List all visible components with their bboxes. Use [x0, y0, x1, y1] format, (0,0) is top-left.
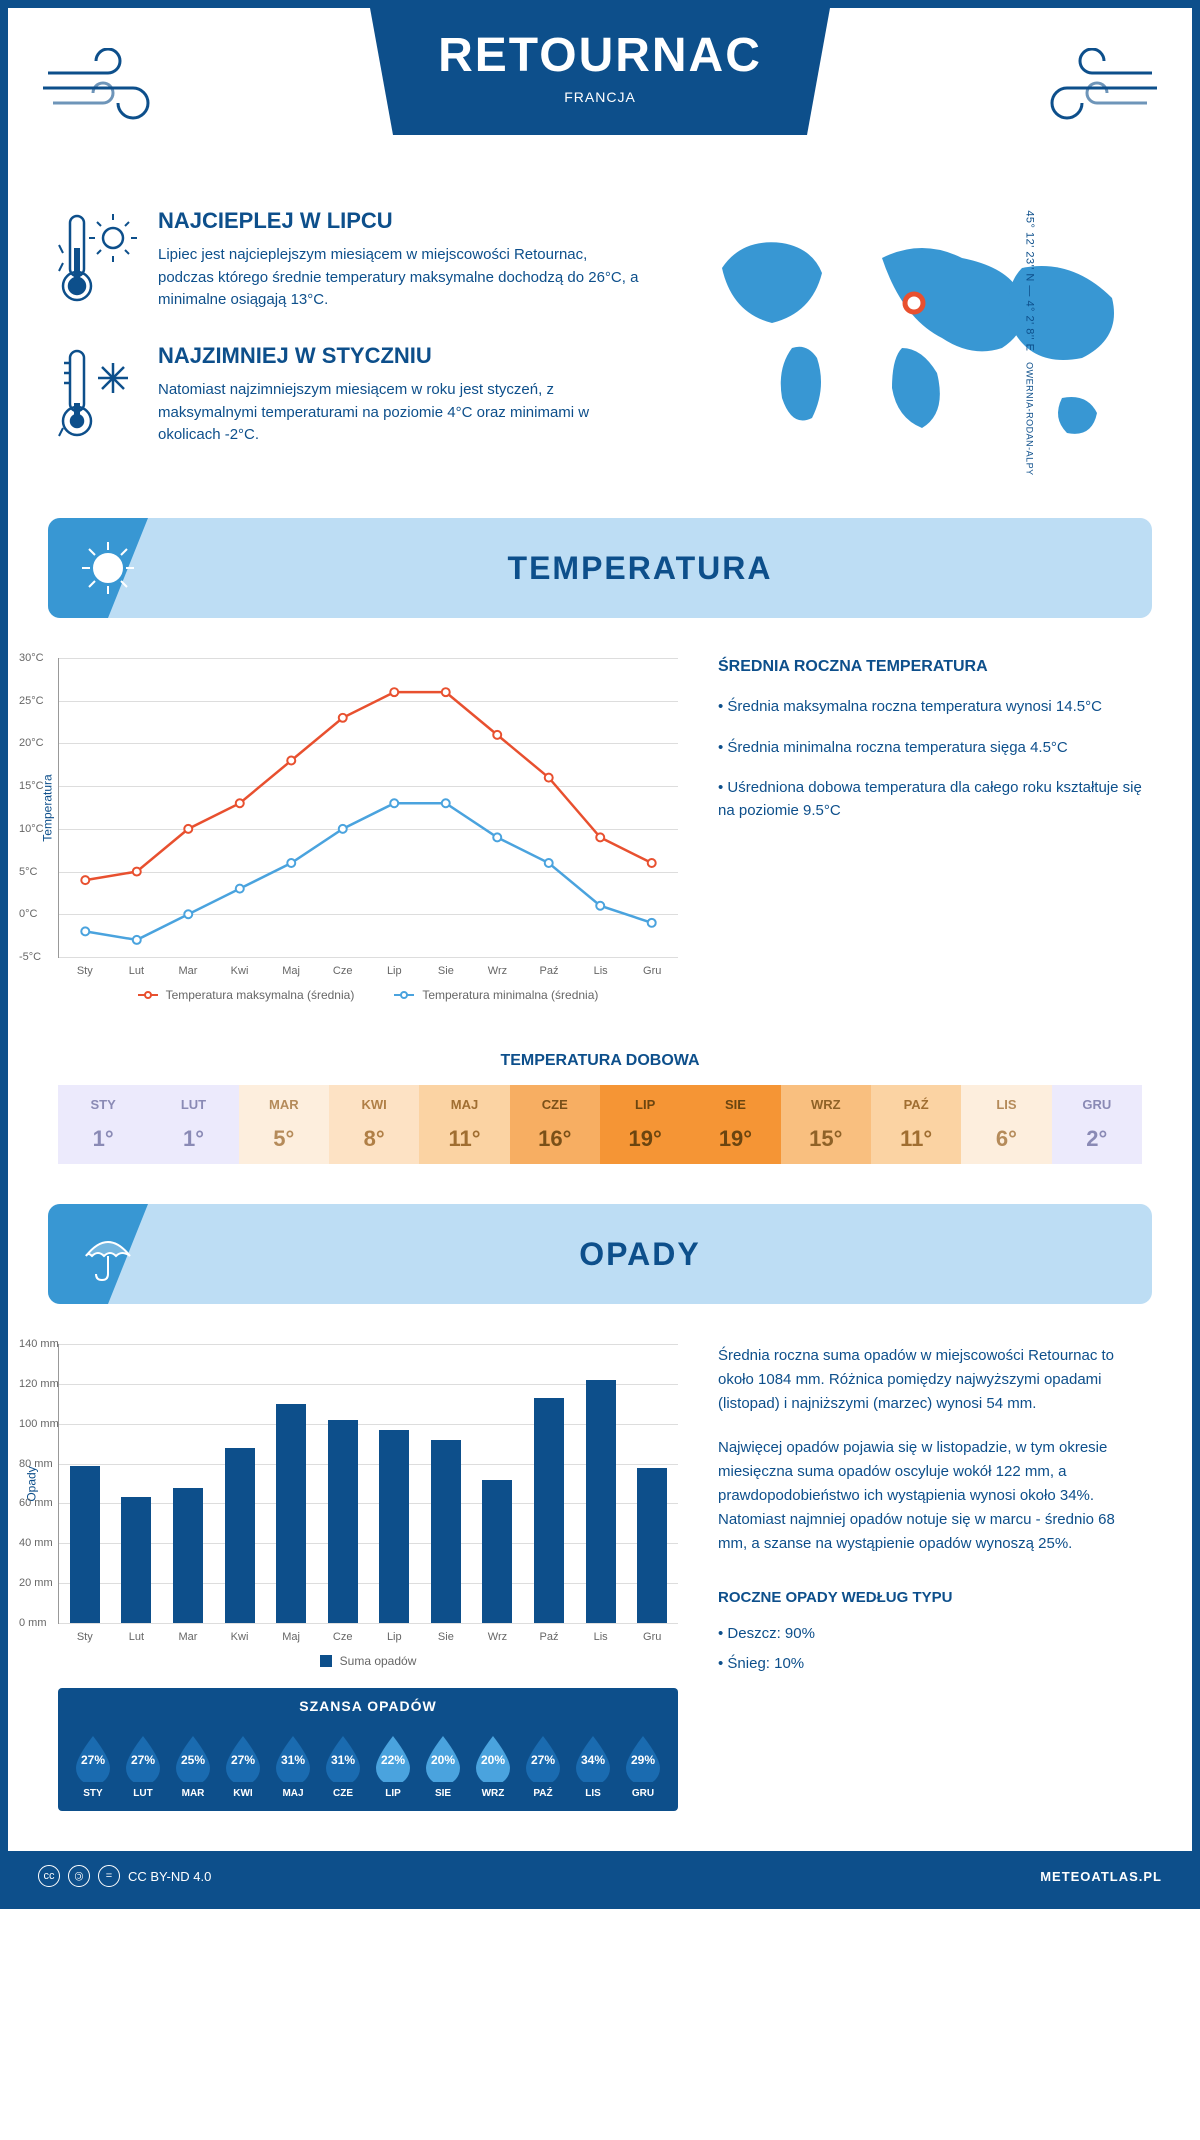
- coordinates-label: 45° 12' 23'' N — 4° 2' 8'' E OWERNIA-ROD…: [1023, 210, 1035, 475]
- precip-summary-2: Najwięcej opadów pojawia się w listopadz…: [718, 1436, 1142, 1556]
- umbrella-icon: [78, 1224, 138, 1284]
- precip-chance-drop: 31%MAJ: [272, 1732, 314, 1799]
- precipitation-bar-chart: Opady 0 mm20 mm40 mm60 mm80 mm100 mm120 …: [58, 1344, 678, 1831]
- cc-icon: cc: [38, 1865, 60, 1887]
- climate-summary: NAJCIEPLEJ W LIPCU Lipiec jest najcieple…: [58, 208, 642, 478]
- warmest-text: Lipiec jest najcieplejszym miesiącem w m…: [158, 244, 642, 312]
- precip-chance-drop: 34%LIS: [572, 1732, 614, 1799]
- precip-bar: [482, 1480, 512, 1623]
- chart-legend: Temperatura maksymalna (średnia) Tempera…: [58, 988, 678, 1002]
- chart-legend: Suma opadów: [58, 1654, 678, 1668]
- precip-chance-drop: 20%SIE: [422, 1732, 464, 1799]
- precipitation-section-banner: OPADY: [48, 1204, 1152, 1304]
- daily-temp-cell: CZE16°: [510, 1085, 600, 1164]
- daily-temp-cell: KWI8°: [329, 1085, 419, 1164]
- license-text: CC BY-ND 4.0: [128, 1869, 211, 1884]
- daily-temp-table: STY1°LUT1°MAR5°KWI8°MAJ11°CZE16°LIP19°SI…: [58, 1085, 1142, 1164]
- thermometer-snow-icon: [58, 343, 138, 448]
- precipitation-chance-box: SZANSA OPADÓW 27%STY27%LUT25%MAR27%KWI31…: [58, 1688, 678, 1811]
- coldest-text: Natomiast najzimniejszym miesiącem w rok…: [158, 379, 642, 447]
- country-label: FRANCJA: [410, 89, 790, 105]
- by-icon: 🄯: [68, 1865, 90, 1887]
- precip-summary-1: Średnia roczna suma opadów w miejscowośc…: [718, 1344, 1142, 1416]
- location-title: RETOURNAC: [410, 28, 790, 83]
- precip-bar: [534, 1398, 564, 1623]
- nd-icon: =: [98, 1865, 120, 1887]
- title-banner: RETOURNAC FRANCJA: [370, 8, 830, 135]
- temperature-section: Temperatura -5°C0°C5°C10°C15°C20°C25°C30…: [8, 618, 1192, 1022]
- info-row: NAJCIEPLEJ W LIPCU Lipiec jest najcieple…: [8, 208, 1192, 518]
- avg-temp-title: ŚREDNIA ROCZNA TEMPERATURA: [718, 658, 1142, 676]
- section-title: OPADY: [158, 1236, 1122, 1273]
- temp-bullet: • Średnia maksymalna roczna temperatura …: [718, 696, 1142, 719]
- infographic-page: RETOURNAC FRANCJA NAJCIEPLEJ W LIPCU Lip…: [0, 0, 1200, 1909]
- precip-chance-drop: 25%MAR: [172, 1732, 214, 1799]
- daily-temp-title: TEMPERATURA DOBOWA: [8, 1052, 1192, 1070]
- daily-temp-cell: PAŹ11°: [871, 1085, 961, 1164]
- temp-bullet: • Uśredniona dobowa temperatura dla całe…: [718, 777, 1142, 822]
- header: RETOURNAC FRANCJA: [8, 8, 1192, 208]
- daily-temp-cell: LUT1°: [148, 1085, 238, 1164]
- daily-temp-cell: MAJ11°: [419, 1085, 509, 1164]
- wind-icon: [1022, 48, 1162, 128]
- temperature-section-banner: TEMPERATURA: [48, 518, 1152, 618]
- precip-chance-drop: 29%GRU: [622, 1732, 664, 1799]
- daily-temp-cell: WRZ15°: [781, 1085, 871, 1164]
- precip-bar: [431, 1440, 461, 1623]
- license-block: cc 🄯 = CC BY-ND 4.0: [38, 1865, 211, 1887]
- precip-type-item: • Deszcz: 90%: [718, 1622, 1142, 1646]
- temperature-info: ŚREDNIA ROCZNA TEMPERATURA • Średnia mak…: [718, 658, 1142, 1002]
- precip-bar: [328, 1420, 358, 1623]
- precip-bar: [70, 1466, 100, 1623]
- precip-bar: [379, 1430, 409, 1623]
- daily-temp-cell: SIE19°: [690, 1085, 780, 1164]
- daily-temp-cell: GRU2°: [1052, 1085, 1142, 1164]
- sun-icon: [78, 538, 138, 598]
- precip-bar: [121, 1497, 151, 1623]
- precip-types-title: ROCZNE OPADY WEDŁUG TYPU: [718, 1586, 1142, 1610]
- precip-chance-drop: 27%KWI: [222, 1732, 264, 1799]
- precip-bar: [637, 1468, 667, 1623]
- site-name: METEOATLAS.PL: [1040, 1869, 1162, 1884]
- daily-temp-cell: MAR5°: [239, 1085, 329, 1164]
- coldest-title: NAJZIMNIEJ W STYCZNIU: [158, 343, 642, 369]
- warmest-block: NAJCIEPLEJ W LIPCU Lipiec jest najcieple…: [58, 208, 642, 313]
- temperature-line-chart: Temperatura -5°C0°C5°C10°C15°C20°C25°C30…: [58, 658, 678, 1002]
- footer: cc 🄯 = CC BY-ND 4.0 METEOATLAS.PL: [8, 1851, 1192, 1901]
- location-marker-icon: [905, 294, 923, 312]
- thermometer-sun-icon: [58, 208, 138, 313]
- precip-chance-drop: 27%PAŹ: [522, 1732, 564, 1799]
- precip-chance-drop: 31%CZE: [322, 1732, 364, 1799]
- section-title: TEMPERATURA: [158, 550, 1122, 587]
- coldest-block: NAJZIMNIEJ W STYCZNIU Natomiast najzimni…: [58, 343, 642, 448]
- precipitation-section: Opady 0 mm20 mm40 mm60 mm80 mm100 mm120 …: [8, 1304, 1192, 1851]
- daily-temp-cell: LIS6°: [961, 1085, 1051, 1164]
- precip-bar: [225, 1448, 255, 1623]
- precip-bar: [276, 1404, 306, 1623]
- daily-temp-cell: STY1°: [58, 1085, 148, 1164]
- precip-type-item: • Śnieg: 10%: [718, 1652, 1142, 1676]
- precip-chance-drop: 27%STY: [72, 1732, 114, 1799]
- precip-chance-drop: 22%LIP: [372, 1732, 414, 1799]
- temp-bullet: • Średnia minimalna roczna temperatura s…: [718, 737, 1142, 760]
- precip-chance-drop: 20%WRZ: [472, 1732, 514, 1799]
- wind-icon: [38, 48, 178, 128]
- precipitation-info: Średnia roczna suma opadów w miejscowośc…: [718, 1344, 1142, 1831]
- daily-temp-cell: LIP19°: [600, 1085, 690, 1164]
- map-column: 45° 12' 23'' N — 4° 2' 8'' E OWERNIA-ROD…: [682, 208, 1142, 478]
- world-map-icon: [682, 208, 1142, 468]
- precip-bar: [586, 1380, 616, 1623]
- precip-bar: [173, 1488, 203, 1624]
- precip-chance-drop: 27%LUT: [122, 1732, 164, 1799]
- warmest-title: NAJCIEPLEJ W LIPCU: [158, 208, 642, 234]
